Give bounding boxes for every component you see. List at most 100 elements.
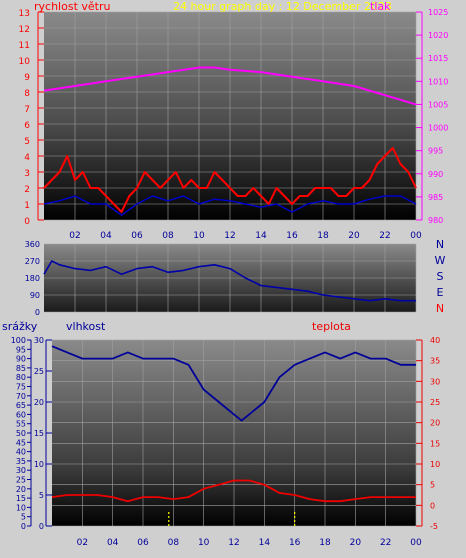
compass-label: N [436, 302, 444, 315]
humidity-tick-label: 10 [34, 460, 44, 469]
wind-speed-tick-label: 10 [19, 57, 31, 67]
rain-tick-label: 15 [16, 494, 26, 503]
pressure-tick-label: 980 [428, 216, 443, 225]
direction-tick-label: 0 [35, 308, 40, 317]
temperature-axis-title: teplota [312, 320, 351, 333]
lower-time-tick-label: 06 [137, 538, 149, 548]
chart-title: 24 hour graph day : 12 December 2023 [173, 0, 392, 13]
temperature-tick-label: 0 [430, 501, 435, 510]
wind-time-tick-label: 14 [255, 231, 267, 241]
wind-speed-tick-label: 6 [24, 121, 30, 131]
pressure-tick-label: 1000 [428, 124, 448, 133]
rain-tick-label: 20 [16, 485, 26, 494]
direction-tick-label: 360 [25, 240, 40, 249]
temperature-line [51, 479, 416, 503]
wind-speed-tick-label: 1 [24, 201, 30, 211]
temperature-tick-label: 10 [430, 460, 440, 469]
humidity-tick-label: 30 [34, 336, 44, 345]
rain-tick-label: 5 [21, 513, 26, 522]
rain-tick-label: 0 [21, 522, 26, 531]
rain-tick-label: 35 [16, 457, 26, 466]
lower-time-tick-label: 00 [410, 538, 422, 548]
rain-tick-label: 10 [16, 503, 26, 512]
pressure-tick-label: 1010 [428, 77, 448, 86]
pressure-tick-label: 1005 [428, 100, 448, 109]
pressure-tick-label: 985 [428, 193, 443, 202]
direction-tick-label: 270 [25, 257, 40, 266]
rain-axis-title: srážky [2, 320, 38, 333]
wind-speed-tick-label: 12 [19, 25, 30, 35]
lower-time-tick-label: 10 [198, 538, 210, 548]
humidity-tick-label: 0 [39, 522, 44, 531]
wind-time-tick-label: 00 [410, 231, 422, 241]
rain-tick-label: 55 [16, 420, 26, 429]
rain-tick-label: 90 [16, 355, 26, 364]
compass-label: S [437, 270, 444, 283]
wind-speed-tick-label: 11 [19, 41, 30, 51]
rain-tick-label: 45 [16, 438, 26, 447]
wind-speed-tick-label: 2 [24, 185, 30, 195]
pressure-line [43, 66, 417, 106]
direction-tick-label: 90 [30, 291, 40, 300]
wind-time-tick-label: 10 [193, 231, 205, 241]
wind-time-tick-label: 02 [69, 231, 80, 241]
wind-speed-tick-label: 13 [19, 9, 30, 19]
lower-time-tick-label: 02 [77, 538, 88, 548]
wind-time-tick-label: 22 [379, 231, 390, 241]
humidity-tick-label: 25 [34, 367, 44, 376]
wind-time-tick-label: 20 [348, 231, 360, 241]
pressure-tick-label: 1015 [428, 54, 448, 63]
wind-speed-tick-label: 9 [24, 73, 30, 83]
rain-tick-label: 70 [16, 392, 26, 401]
wind-speed-tick-label: 4 [24, 153, 30, 163]
wind-time-tick-label: 06 [131, 231, 143, 241]
wind-time-tick-label: 04 [100, 231, 112, 241]
rain-tick-label: 30 [16, 466, 26, 475]
rain-tick-label: 85 [16, 364, 26, 373]
rain-tick-label: 40 [16, 448, 26, 457]
wind-speed-axis-title: rychlost větru [34, 0, 110, 13]
temperature-tick-label: 40 [430, 336, 440, 345]
rain-tick-label: 25 [16, 476, 26, 485]
pressure-tick-label: 990 [428, 170, 443, 179]
rain-tick-label: 60 [16, 410, 26, 419]
wind-speed-tick-label: 8 [24, 89, 30, 99]
pressure-tick-label: 1020 [428, 31, 448, 40]
temperature-tick-label: 25 [430, 398, 440, 407]
wind-direction-line [43, 260, 416, 302]
temperature-tick-label: -5 [430, 522, 438, 531]
temperature-tick-label: 35 [430, 357, 440, 366]
humidity-tick-label: 20 [34, 398, 44, 407]
rain-tick-label: 65 [16, 401, 26, 410]
humidity-tick-label: 5 [39, 491, 44, 500]
temperature-tick-label: 30 [430, 377, 440, 386]
rain-tick-label: 100 [11, 336, 26, 345]
temperature-tick-label: 5 [430, 481, 435, 490]
pressure-axis-title: tlak [370, 0, 391, 13]
wind-speed-tick-label: 7 [24, 105, 30, 115]
rain-tick-label: 75 [16, 383, 26, 392]
wind-gust-line [43, 195, 417, 216]
pressure-tick-label: 1025 [428, 8, 448, 17]
rain-tick-label: 80 [16, 373, 26, 382]
lower-time-tick-label: 14 [259, 538, 271, 548]
temperature-tick-label: 20 [430, 419, 440, 428]
wind-time-tick-label: 16 [286, 231, 298, 241]
compass-label: E [437, 286, 444, 299]
wind-speed-tick-label: 3 [24, 169, 30, 179]
lower-time-tick-label: 12 [228, 538, 239, 548]
lower-time-tick-label: 16 [289, 538, 301, 548]
wind-time-tick-label: 18 [317, 231, 329, 241]
wind-time-tick-label: 12 [224, 231, 235, 241]
direction-tick-label: 180 [25, 274, 40, 283]
lower-time-tick-label: 20 [350, 538, 362, 548]
pressure-tick-label: 995 [428, 147, 443, 156]
wind-speed-tick-label: 0 [24, 217, 30, 227]
compass-label: W [435, 254, 446, 267]
lower-time-tick-label: 18 [319, 538, 331, 548]
compass-label: N [436, 238, 444, 251]
temperature-tick-label: 15 [430, 439, 440, 448]
wind-speed-tick-label: 5 [24, 137, 30, 147]
